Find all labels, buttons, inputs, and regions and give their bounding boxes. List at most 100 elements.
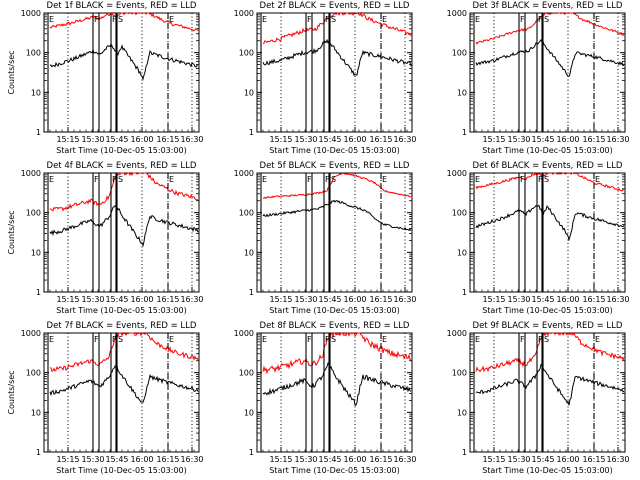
event-marker-label: F <box>325 335 330 344</box>
event-marker-label: F <box>94 15 99 24</box>
events-series-line <box>262 199 412 231</box>
x-axis-label: Start Time (10-Dec-05 15:03:00) <box>56 466 187 475</box>
x-tick-label: 16:00 <box>130 455 153 464</box>
x-tick-label: 16:00 <box>556 455 579 464</box>
events-series-line <box>49 364 199 403</box>
chart-panel-2: Det 2f BLACK = Events, RED = LLD 1 10 100 10… <box>234 1 417 155</box>
event-marker-label: S <box>544 15 549 24</box>
y-tick-label: 1000 <box>21 329 41 338</box>
x-tick-label: 15:45 <box>318 135 341 144</box>
plot-area <box>469 332 626 453</box>
event-marker-label: E <box>262 175 267 184</box>
event-marker-label: E <box>49 335 54 344</box>
x-axis-label: Start Time (10-Dec-05 15:03:00) <box>482 466 613 475</box>
events-series-line <box>475 363 625 406</box>
event-marker-label: E <box>595 15 600 24</box>
event-marker-label: F <box>112 335 117 344</box>
x-tick-label: 16:00 <box>130 295 153 304</box>
panel-title: Det 9f BLACK = Events, RED = LLD <box>473 321 623 331</box>
x-tick-label: 15:15 <box>269 135 292 144</box>
panel-title: Det 3f BLACK = Events, RED = LLD <box>473 1 623 11</box>
panel-title: Det 4f BLACK = Events, RED = LLD <box>47 161 197 171</box>
x-tick-label: 15:30 <box>81 455 104 464</box>
x-tick-label: 16:15 <box>582 135 605 144</box>
x-tick-label: 16:30 <box>606 455 629 464</box>
x-tick-label: 15:15 <box>56 295 79 304</box>
plot-area <box>43 12 200 133</box>
y-tick-label: 100 <box>239 209 254 218</box>
x-tick-label: 15:45 <box>318 455 341 464</box>
y-tick-label: 1000 <box>234 329 254 338</box>
lld-series-line <box>262 331 412 375</box>
lld-series-line <box>49 332 199 373</box>
x-tick-label: 16:15 <box>156 295 179 304</box>
event-marker-label: E <box>382 175 387 184</box>
event-marker-label: F <box>112 15 117 24</box>
event-marker-label: F <box>307 15 312 24</box>
event-marker-label: F <box>538 335 543 344</box>
x-axis-label: Start Time (10-Dec-05 15:03:00) <box>56 146 187 155</box>
y-tick-label: 100 <box>239 369 254 378</box>
x-tick-label: 16:15 <box>369 455 392 464</box>
x-tick-label: 16:15 <box>582 455 605 464</box>
x-axis-label: Start Time (10-Dec-05 15:03:00) <box>56 306 187 315</box>
x-tick-label: 15:45 <box>531 135 554 144</box>
panel-title: Det 6f BLACK = Events, RED = LLD <box>473 161 623 171</box>
x-tick-label: 15:30 <box>507 135 530 144</box>
x-tick-label: 16:00 <box>556 295 579 304</box>
chart-panel-4: Det 4f BLACK = Events, RED = LLD 1 10 100 10… <box>7 161 204 315</box>
x-tick-label: 15:30 <box>507 295 530 304</box>
event-marker-label: F <box>520 175 525 184</box>
event-marker-label: E <box>49 175 54 184</box>
panel-title: Det 7f BLACK = Events, RED = LLD <box>47 321 197 331</box>
event-marker-label: F <box>94 335 99 344</box>
chart-panel-8: Det 8f BLACK = Events, RED = LLD 1 10 100 10… <box>234 321 417 475</box>
x-tick-label: 16:30 <box>180 455 203 464</box>
x-tick-label: 16:30 <box>606 295 629 304</box>
lld-series-line <box>475 331 625 373</box>
lld-series-line <box>49 11 199 32</box>
y-tick-label: 1000 <box>234 169 254 178</box>
x-tick-label: 16:30 <box>393 295 416 304</box>
y-axis-label: Counts/sec <box>7 50 16 94</box>
y-tick-label: 100 <box>452 369 467 378</box>
x-tick-label: 16:00 <box>556 135 579 144</box>
x-tick-label: 15:15 <box>482 135 505 144</box>
x-tick-label: 16:15 <box>156 455 179 464</box>
x-tick-label: 16:15 <box>369 295 392 304</box>
event-marker-label: F <box>538 175 543 184</box>
x-tick-label: 16:30 <box>180 295 203 304</box>
events-series-line <box>475 38 625 77</box>
x-tick-label: 15:30 <box>294 455 317 464</box>
y-tick-label: 10 <box>31 408 41 417</box>
event-marker-label: F <box>325 15 330 24</box>
lld-series-line <box>262 11 412 45</box>
plot-area <box>469 172 626 293</box>
event-marker-label: E <box>475 175 480 184</box>
lld-series-line <box>475 172 625 192</box>
y-tick-label: 1 <box>36 448 41 457</box>
x-axis-label: Start Time (10-Dec-05 15:03:00) <box>269 466 400 475</box>
x-tick-label: 16:00 <box>343 135 366 144</box>
chart-panel-6: Det 6f BLACK = Events, RED = LLD 1 10 100 10… <box>447 161 630 315</box>
x-tick-label: 15:45 <box>105 295 128 304</box>
x-tick-label: 15:15 <box>482 295 505 304</box>
event-marker-label: S <box>118 335 123 344</box>
lld-series-line <box>262 172 412 200</box>
event-marker-label: F <box>325 175 330 184</box>
x-tick-label: 16:15 <box>582 295 605 304</box>
x-tick-label: 15:30 <box>81 295 104 304</box>
event-marker-label: S <box>118 15 123 24</box>
event-marker-label: F <box>538 15 543 24</box>
event-marker-label: E <box>595 175 600 184</box>
event-marker-label: F <box>307 335 312 344</box>
y-tick-label: 1000 <box>447 329 467 338</box>
lld-series-line <box>49 171 199 212</box>
y-tick-label: 10 <box>31 248 41 257</box>
event-marker-label: S <box>331 15 336 24</box>
event-marker-label: S <box>118 175 123 184</box>
events-series-line <box>262 38 412 77</box>
x-tick-label: 16:30 <box>180 135 203 144</box>
y-tick-label: 1000 <box>21 169 41 178</box>
x-tick-label: 16:00 <box>343 295 366 304</box>
